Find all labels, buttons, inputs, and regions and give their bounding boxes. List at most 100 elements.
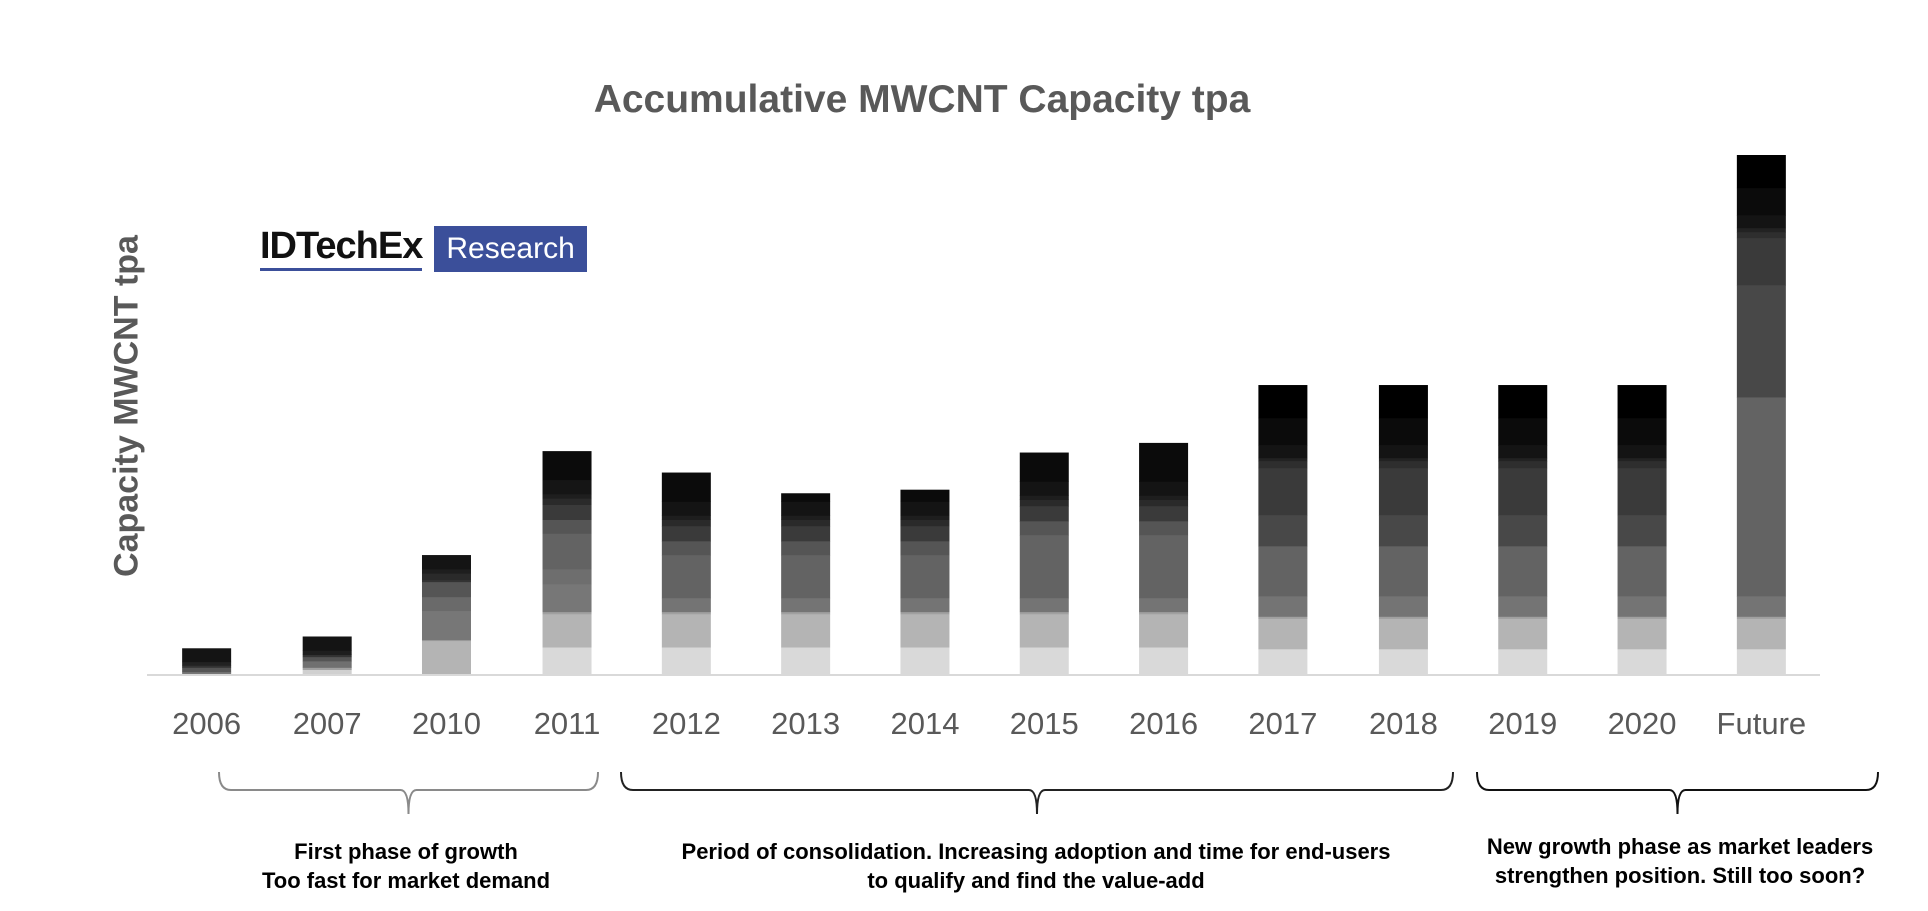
bar-segment — [302, 661, 352, 668]
bar-segment — [1139, 521, 1189, 536]
bar-segment — [1258, 596, 1308, 617]
x-tick-label: 2013 — [771, 706, 840, 741]
bar-segment — [661, 541, 711, 556]
bar-segment — [1498, 546, 1548, 597]
bar-segment — [1019, 535, 1069, 599]
bar-segment — [1736, 616, 1786, 619]
bar-segment — [900, 541, 950, 556]
bar-segment — [302, 669, 352, 675]
bar-segment — [900, 515, 950, 520]
x-tick-label: 2020 — [1608, 706, 1677, 741]
bar-segment — [542, 451, 592, 481]
bar-segment — [542, 480, 592, 495]
bar-segment — [421, 640, 471, 675]
bar-segment — [1736, 397, 1786, 597]
bar-segment — [421, 573, 471, 581]
bar-segment — [900, 613, 950, 648]
annotation-line: to qualify and find the value-add — [867, 868, 1205, 893]
bar-segment — [1258, 445, 1308, 459]
bar-segment — [1139, 499, 1189, 507]
bar-segment — [781, 493, 831, 502]
x-tick-label: 2018 — [1369, 706, 1438, 741]
bar-segment — [542, 498, 592, 505]
x-tick-label: 2010 — [412, 706, 481, 741]
annotation-line: Too fast for market demand — [261, 868, 551, 893]
annotation-phase-2: Period of consolidation. Increasing adop… — [682, 837, 1391, 895]
bar-segment — [661, 515, 711, 520]
bar-segment — [1736, 187, 1786, 216]
bar-segment — [900, 526, 950, 542]
bar-segment — [900, 501, 950, 516]
bar-segment — [1378, 457, 1428, 462]
bar-segment — [781, 611, 831, 615]
annotation-line: strengthen position. Still too soon? — [1494, 863, 1866, 888]
bar-segment — [1019, 597, 1069, 613]
bar-segment — [1378, 385, 1428, 419]
bar-segment — [1258, 648, 1308, 675]
x-tick-label: Future — [1717, 706, 1807, 741]
bar-segment — [1617, 596, 1667, 617]
x-tick-label: 2014 — [890, 706, 959, 741]
bar-segment — [1736, 232, 1786, 239]
x-tick-label: 2015 — [1010, 706, 1079, 741]
bar-segment — [1617, 467, 1667, 516]
bar-segment — [1139, 535, 1189, 599]
bar-segment — [1378, 546, 1428, 597]
bar-segment — [542, 493, 592, 499]
bar-segment — [1019, 495, 1069, 500]
bar-segment — [661, 472, 711, 502]
chart-title: Accumulative MWCNT Capacity tpa — [593, 78, 1251, 121]
bar-segment — [900, 519, 950, 527]
x-tick-label: 2012 — [652, 706, 721, 741]
bar-segment — [1498, 618, 1548, 650]
bar-segment — [661, 519, 711, 527]
annotation-line: First phase of growth — [294, 839, 518, 864]
x-tick-label: 2019 — [1488, 706, 1557, 741]
annotation-line: New growth phase as market leaders — [1486, 834, 1874, 859]
bar-segment — [1258, 417, 1308, 446]
bar-segment — [1498, 445, 1548, 459]
bar-segment — [781, 541, 831, 556]
bar-segment — [1139, 611, 1189, 615]
bar-segment — [302, 636, 352, 651]
bar-segment — [1736, 285, 1786, 398]
bar-segment — [1019, 452, 1069, 482]
bar-segment — [1498, 648, 1548, 675]
annotation-bracket — [218, 771, 599, 815]
bar-segment — [1617, 445, 1667, 459]
bar-segment — [1617, 461, 1667, 469]
bar-segment — [1378, 515, 1428, 547]
bar-segment — [1019, 481, 1069, 496]
bar-segment — [900, 489, 950, 502]
bar-segment — [421, 610, 471, 641]
bar-segment — [542, 647, 592, 675]
bar-segment — [421, 596, 471, 612]
bar-segment — [661, 647, 711, 675]
bar-segment — [1019, 499, 1069, 507]
bar-segment — [1378, 616, 1428, 619]
bar-segment — [781, 519, 831, 527]
bar-segment — [421, 568, 471, 574]
annotation-bracket — [1476, 771, 1879, 815]
bar-segment — [1019, 506, 1069, 522]
bar-segment — [1617, 457, 1667, 462]
bar-segment — [1378, 596, 1428, 617]
bar-segment — [1617, 546, 1667, 597]
logo-name: IDTechEx — [260, 226, 423, 271]
bar-segment — [1736, 596, 1786, 617]
bar-segment — [182, 671, 232, 675]
bar-segment — [781, 613, 831, 648]
bar-segment — [1498, 467, 1548, 516]
bar-segment — [1258, 467, 1308, 516]
bar-segment — [1736, 215, 1786, 229]
bar-segment — [302, 654, 352, 658]
bar-segment — [1378, 618, 1428, 650]
bar-segment — [1736, 648, 1786, 675]
bar-segment — [900, 597, 950, 613]
bar-segment — [182, 667, 232, 673]
bar-segment — [421, 639, 471, 642]
bar-segment — [1139, 613, 1189, 648]
bar-segment — [661, 555, 711, 599]
bar-segment — [1617, 417, 1667, 446]
bar-segment — [1498, 515, 1548, 547]
